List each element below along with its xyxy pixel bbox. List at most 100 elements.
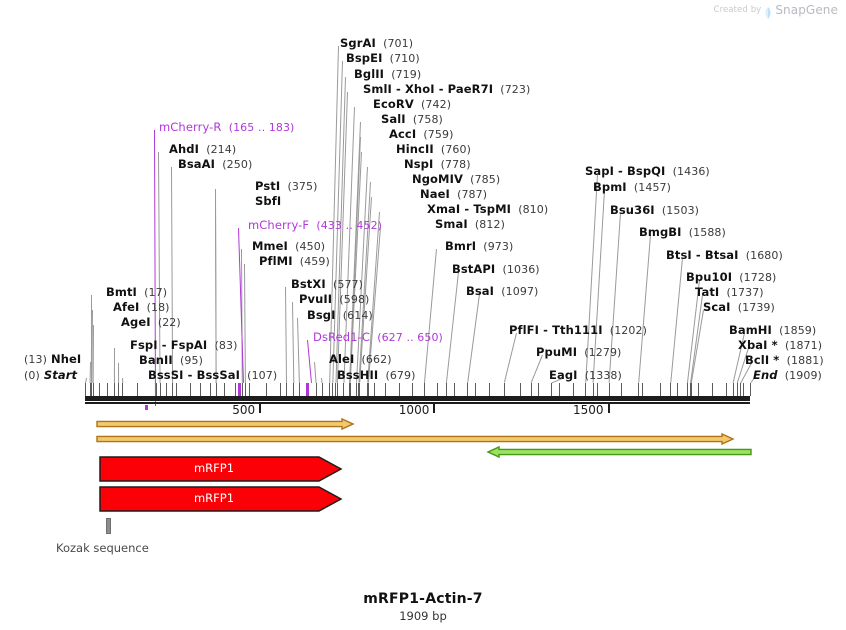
- restriction-site-label-psti[interactable]: PstI (375): [255, 177, 318, 193]
- restriction-site-label-ecorv[interactable]: EcoRV (742): [373, 95, 451, 111]
- restriction-site-tick[interactable]: [244, 383, 246, 396]
- restriction-site-tick[interactable]: [358, 383, 360, 396]
- restriction-site-tick[interactable]: [537, 383, 539, 396]
- orange-arrow-2[interactable]: [96, 432, 735, 446]
- restriction-site-tick[interactable]: [349, 383, 351, 396]
- restriction-site-tick[interactable]: [91, 383, 93, 396]
- restriction-site-tick[interactable]: [374, 383, 376, 396]
- restriction-site-label-bsaai[interactable]: BsaAI (250): [178, 155, 252, 171]
- primer-tick[interactable]: [306, 383, 310, 396]
- primer-label-mcherry-r[interactable]: mCherry-R (165 .. 183): [159, 118, 294, 134]
- restriction-site-tick[interactable]: [412, 383, 414, 396]
- restriction-site-tick[interactable]: [423, 383, 425, 396]
- restriction-site-label-end[interactable]: End (1909): [753, 366, 822, 382]
- restriction-site-tick[interactable]: [176, 383, 178, 396]
- restriction-site-label-bpu10i[interactable]: Bpu10I (1728): [686, 268, 776, 284]
- restriction-site-tick[interactable]: [215, 383, 217, 396]
- restriction-site-label-pflmi[interactable]: PflMI (459): [259, 252, 330, 268]
- restriction-site-label-hincii[interactable]: HincII (760): [396, 140, 471, 156]
- restriction-site-label-bsgi[interactable]: BsgI (614): [307, 306, 373, 322]
- restriction-site-label-start[interactable]: (0) Start: [24, 366, 77, 382]
- restriction-site-label-smai[interactable]: SmaI (812): [435, 215, 505, 231]
- restriction-site-tick[interactable]: [285, 383, 287, 396]
- restriction-site-label-bstapi[interactable]: BstAPI (1036): [452, 260, 540, 276]
- restriction-site-tick[interactable]: [224, 383, 226, 396]
- restriction-site-label-fspi-fspai[interactable]: FspI - FspAI (83): [130, 336, 238, 352]
- restriction-site-label-sali[interactable]: SalI (758): [381, 110, 443, 126]
- restriction-site-tick[interactable]: [520, 383, 522, 396]
- restriction-site-label-alei[interactable]: AleI (662): [329, 350, 392, 366]
- restriction-site-tick[interactable]: [572, 383, 574, 396]
- restriction-site-label-bglii[interactable]: BglII (719): [354, 65, 421, 81]
- primer-label-mcherry-f[interactable]: mCherry-F (433 .. 452): [248, 216, 382, 232]
- restriction-site-label-sbfi[interactable]: SbfI: [255, 192, 281, 208]
- restriction-site-tick[interactable]: [750, 383, 751, 396]
- restriction-site-tick[interactable]: [489, 383, 491, 396]
- restriction-site-label-sapi-bspqi[interactable]: SapI - BspQI (1436): [585, 162, 710, 178]
- restriction-site-label-acci[interactable]: AccI (759): [389, 125, 454, 141]
- restriction-site-tick[interactable]: [137, 383, 139, 396]
- restriction-site-tick[interactable]: [156, 383, 158, 396]
- restriction-site-label-bsu36i[interactable]: Bsu36I (1503): [610, 201, 699, 217]
- restriction-site-tick[interactable]: [172, 383, 174, 396]
- primer-label-dsred1-c[interactable]: DsRed1-C (627 .. 650): [313, 328, 443, 344]
- restriction-site-tick[interactable]: [367, 383, 369, 396]
- restriction-site-tick[interactable]: [690, 383, 692, 396]
- restriction-site-tick[interactable]: [467, 383, 469, 396]
- restriction-site-tick[interactable]: [293, 383, 295, 396]
- restriction-site-tick[interactable]: [343, 383, 345, 396]
- restriction-site-tick[interactable]: [359, 383, 361, 396]
- restriction-site-tick[interactable]: [266, 383, 268, 396]
- restriction-site-tick[interactable]: [398, 383, 400, 396]
- restriction-site-label-mmei[interactable]: MmeI (450): [252, 237, 325, 253]
- restriction-site-tick[interactable]: [234, 383, 236, 396]
- restriction-site-tick[interactable]: [698, 383, 700, 396]
- restriction-site-label-scai[interactable]: ScaI (1739): [703, 298, 775, 314]
- restriction-site-tick[interactable]: [558, 383, 560, 396]
- restriction-site-tick[interactable]: [743, 383, 745, 396]
- restriction-site-tick[interactable]: [335, 383, 337, 396]
- restriction-site-tick[interactable]: [740, 383, 742, 396]
- restriction-site-tick[interactable]: [686, 383, 688, 396]
- restriction-site-label-bamhi[interactable]: BamHI (1859): [729, 321, 816, 337]
- restriction-site-tick[interactable]: [367, 383, 369, 396]
- restriction-site-tick[interactable]: [670, 383, 672, 396]
- restriction-site-label-btsi-btsai[interactable]: BtsI - BtsaI (1680): [666, 246, 783, 262]
- restriction-site-label-pflfi-tth111i[interactable]: PflFI - Tth111I (1202): [509, 321, 647, 337]
- restriction-site-tick[interactable]: [725, 383, 727, 396]
- restriction-site-tick[interactable]: [122, 383, 124, 396]
- restriction-site-label-eagi[interactable]: EagI (1338): [549, 366, 622, 382]
- restriction-site-tick[interactable]: [690, 383, 692, 396]
- restriction-site-tick[interactable]: [530, 383, 532, 396]
- restriction-site-tick[interactable]: [597, 383, 599, 396]
- restriction-site-tick[interactable]: [503, 383, 505, 396]
- restriction-site-tick[interactable]: [732, 383, 734, 396]
- restriction-site-label-sgrai[interactable]: SgrAI (701): [340, 34, 413, 50]
- restriction-site-tick[interactable]: [608, 383, 610, 396]
- restriction-site-label-banii[interactable]: BanII (95): [139, 351, 203, 367]
- restriction-site-tick[interactable]: [315, 383, 317, 396]
- restriction-site-tick[interactable]: [677, 383, 679, 396]
- mrfp1-arrow-1[interactable]: [99, 456, 343, 482]
- restriction-site-label-bmgbi[interactable]: BmgBI (1588): [639, 223, 726, 239]
- restriction-site-tick[interactable]: [592, 383, 594, 396]
- restriction-site-label-bcli[interactable]: BclI * (1881): [745, 351, 824, 367]
- restriction-site-label-bsshii[interactable]: BssHII (679): [337, 366, 416, 382]
- restriction-site-tick[interactable]: [384, 383, 386, 396]
- restriction-site-tick[interactable]: [336, 383, 338, 396]
- restriction-site-label-naei[interactable]: NaeI (787): [420, 185, 487, 201]
- restriction-site-tick[interactable]: [89, 383, 91, 396]
- restriction-site-tick[interactable]: [106, 383, 108, 396]
- restriction-site-tick[interactable]: [189, 383, 191, 396]
- kozak-sequence-marker[interactable]: [106, 518, 111, 534]
- restriction-site-label-smli-xhoi-paer7i[interactable]: SmlI - XhoI - PaeR7I (723): [363, 80, 530, 96]
- restriction-site-tick[interactable]: [241, 383, 243, 396]
- restriction-site-label-bspei[interactable]: BspEI (710): [346, 49, 420, 65]
- restriction-site-tick[interactable]: [321, 383, 323, 396]
- restriction-site-label-xbai[interactable]: XbaI * (1871): [738, 336, 822, 352]
- restriction-site-label-ahdi[interactable]: AhdI (214): [169, 140, 236, 156]
- restriction-site-tick[interactable]: [436, 383, 438, 396]
- restriction-site-label-ngomiv[interactable]: NgoMIV (785): [412, 170, 500, 186]
- restriction-site-label-nhei[interactable]: (13) NheI: [24, 350, 81, 366]
- restriction-site-tick[interactable]: [445, 383, 447, 396]
